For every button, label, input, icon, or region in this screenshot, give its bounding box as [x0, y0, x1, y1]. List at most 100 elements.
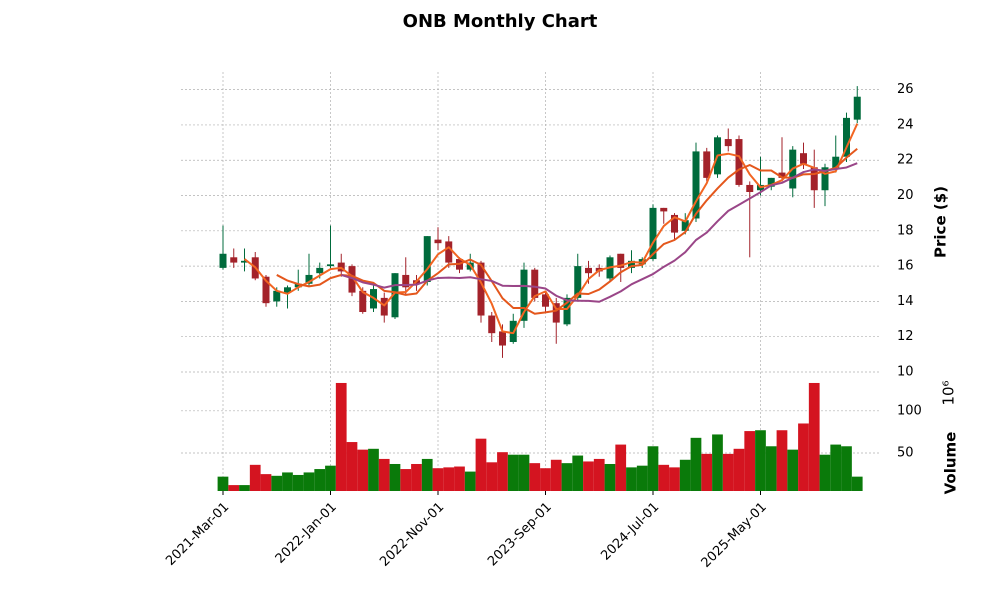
y-tick-label: 16 [897, 259, 914, 274]
volume-bar [421, 458, 433, 491]
y-axis-label: Price ($) [932, 186, 950, 258]
y-tick-label: 24 [897, 117, 914, 132]
volume-bar [550, 459, 562, 491]
volume-bar [755, 430, 766, 491]
y-tick-label: 20 [897, 188, 914, 203]
candle-body [660, 207, 668, 212]
candle-body [563, 297, 571, 325]
candle-body [800, 153, 807, 164]
volume-bar [357, 449, 369, 491]
volume-bar [722, 453, 734, 491]
candle-body [574, 266, 582, 298]
moving-average-line [340, 162, 858, 303]
candle-body [649, 207, 657, 260]
candle-body [262, 276, 270, 304]
candle-body [241, 260, 248, 263]
volume-bar [303, 472, 315, 491]
volume-bar [636, 465, 648, 491]
volume-bar [228, 485, 240, 491]
x-tick-label: 2021-Mar-01 [163, 500, 232, 569]
volume-bar [712, 434, 723, 491]
candle-body [488, 315, 496, 334]
volume-bar [561, 463, 573, 491]
candle-body [445, 241, 453, 263]
volume-bar [346, 442, 358, 491]
volume-bar [475, 438, 487, 491]
candle-body [230, 257, 238, 263]
candle-body [703, 151, 711, 178]
volume-bar [486, 462, 498, 491]
volume-axis-label: Volume [942, 432, 960, 495]
y-tick-label: 10 [897, 365, 914, 380]
candle-body [767, 177, 775, 187]
volume-bar [400, 469, 412, 491]
candle-body [628, 260, 635, 268]
candle-body [853, 96, 861, 120]
volume-bar [733, 448, 745, 491]
volume-bar [411, 463, 422, 491]
volume-bar [690, 437, 702, 491]
candle-body [617, 253, 625, 268]
candle-body [380, 297, 388, 316]
candle-body [724, 139, 732, 147]
candle-body [843, 117, 850, 157]
x-tick-label: 2024-Jul-01 [598, 500, 662, 564]
candle-body [671, 214, 678, 233]
candle-body [219, 253, 227, 268]
y-tick-label: 22 [897, 153, 914, 168]
candle-body [585, 267, 592, 274]
candle-body [681, 220, 689, 231]
candle-body [434, 239, 442, 244]
volume-bar [647, 446, 659, 491]
volume-bar [378, 458, 390, 491]
candle-body [778, 172, 786, 178]
volume-tick-label: 100 [897, 403, 922, 418]
volume-bar [808, 382, 820, 491]
volume-bar [615, 444, 627, 491]
volume-bar [765, 446, 777, 491]
volume-bar [604, 463, 616, 491]
candle-body [402, 274, 410, 288]
x-tick-label: 2022-Nov-01 [377, 500, 447, 570]
moving-average-line [243, 123, 859, 335]
candle-body [294, 283, 302, 288]
volume-bar [798, 423, 809, 491]
candle-body [821, 167, 829, 191]
candle-body [542, 294, 549, 307]
volume-bar [776, 430, 788, 491]
volume-bar [529, 463, 541, 491]
volume-bar [443, 467, 455, 491]
volume-bar [572, 455, 584, 491]
volume-bar [830, 444, 842, 491]
candle-body [520, 269, 528, 321]
candle-body [810, 167, 818, 191]
volume-scale-label: 10⁶ [940, 380, 958, 405]
candle-body [531, 269, 539, 298]
volume-bar [787, 449, 799, 491]
volume-bar [335, 382, 347, 491]
volume-bar [497, 452, 508, 491]
volume-bar [271, 475, 283, 491]
candle-body [423, 236, 431, 282]
volume-bar [325, 465, 336, 491]
volume-bar [368, 448, 379, 491]
volume-bar [432, 468, 444, 491]
volume-bar [239, 485, 250, 491]
candle-body [552, 303, 560, 323]
volume-bar [819, 454, 831, 491]
x-tick-label: 2025-May-01 [699, 500, 770, 571]
x-tick-label: 2023-Sep-01 [485, 500, 555, 570]
volume-bar [841, 446, 852, 491]
x-tick-label: 2022-Jan-01 [273, 500, 340, 567]
volume-bar [744, 431, 756, 491]
volume-bar [540, 468, 551, 491]
volume-bar [658, 464, 670, 491]
candle-body [327, 264, 334, 267]
candle-body [391, 273, 399, 318]
candle-body [305, 274, 313, 284]
candle-body [273, 290, 281, 302]
volume-bar [260, 474, 272, 491]
volume-tick-label: 50 [897, 446, 914, 461]
volume-bar [389, 463, 401, 491]
